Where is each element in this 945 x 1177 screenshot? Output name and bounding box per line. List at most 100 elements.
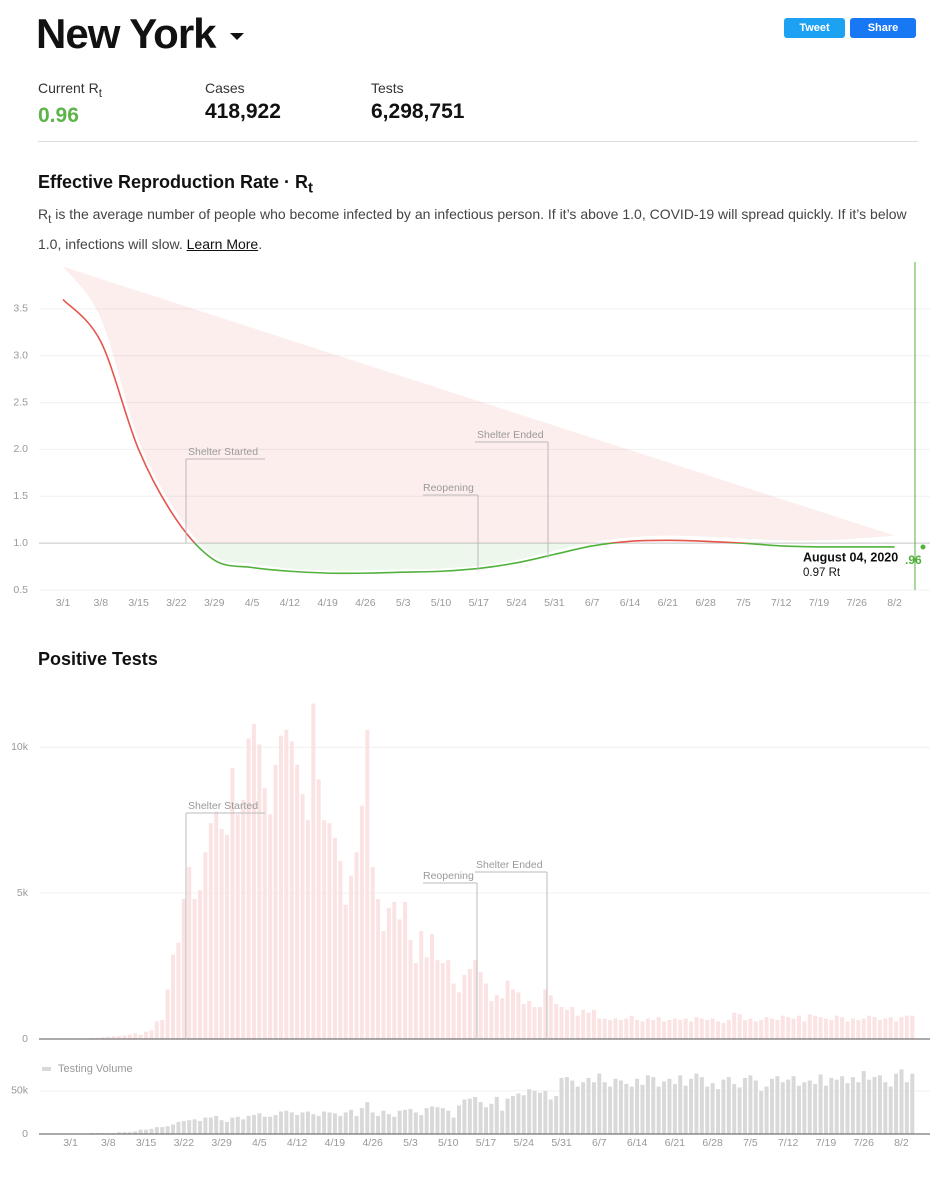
bar: [392, 901, 397, 1039]
bar: [127, 1034, 132, 1039]
bar: [251, 1115, 256, 1134]
bar: [305, 820, 310, 1039]
x-tick-label: 5/10: [438, 1137, 459, 1149]
bar: [219, 829, 224, 1039]
confidence-band: [63, 266, 895, 571]
bar: [343, 904, 348, 1039]
bar: [732, 1012, 737, 1039]
bar: [559, 1006, 564, 1039]
bar: [462, 974, 467, 1039]
bar: [678, 1075, 683, 1134]
bar: [705, 1020, 710, 1039]
bar: [834, 1015, 839, 1039]
bar: [327, 823, 332, 1039]
x-tick-label: 6/21: [665, 1137, 686, 1149]
bar: [786, 1017, 791, 1039]
bar: [435, 960, 440, 1039]
bar: [575, 1086, 580, 1134]
bar: [662, 1081, 667, 1134]
y-tick-label: 0: [22, 1033, 28, 1045]
bar: [861, 1018, 866, 1039]
bar: [149, 1030, 154, 1039]
bar: [904, 1082, 909, 1134]
bar: [802, 1082, 807, 1134]
bar: [451, 1117, 456, 1134]
bar: [413, 1112, 418, 1134]
bar: [424, 957, 429, 1039]
bar: [219, 1120, 224, 1134]
bar: [397, 919, 402, 1039]
bar: [203, 1117, 208, 1134]
bar: [457, 992, 462, 1039]
bar: [246, 1115, 251, 1134]
bar: [198, 1121, 203, 1134]
bar: [527, 1001, 532, 1039]
learn-more-link[interactable]: Learn More: [186, 235, 259, 252]
hover-dot: [920, 544, 926, 550]
x-tick-label: 5/24: [514, 1137, 535, 1149]
bar: [910, 1015, 915, 1039]
bar: [192, 1119, 197, 1134]
bar: [883, 1018, 888, 1039]
button-label: Tweet: [799, 22, 830, 34]
bar: [262, 788, 267, 1039]
bar: [883, 1082, 888, 1134]
x-tick-label: 3/22: [166, 597, 187, 609]
bar: [505, 980, 510, 1039]
bar: [359, 1108, 364, 1134]
bar: [316, 1115, 321, 1134]
bar: [289, 741, 294, 1039]
bar: [624, 1018, 629, 1039]
bar: [802, 1021, 807, 1039]
bar: [295, 1115, 300, 1134]
bar: [683, 1085, 688, 1134]
bar: [845, 1021, 850, 1039]
bar: [257, 744, 262, 1039]
bar: [510, 1096, 515, 1134]
x-tick-label: 6/14: [620, 597, 641, 609]
bar: [408, 939, 413, 1039]
x-tick-label: 3/8: [93, 597, 108, 609]
bar: [872, 1077, 877, 1134]
x-tick-label: 5/17: [469, 597, 490, 609]
bar: [440, 963, 445, 1039]
bar: [478, 1102, 483, 1134]
bar: [618, 1080, 623, 1134]
bar: [710, 1083, 715, 1134]
bar: [554, 1004, 559, 1039]
tweet-button[interactable]: Tweet: [784, 18, 845, 38]
location-dropdown[interactable]: [228, 30, 248, 44]
bar: [521, 1004, 526, 1039]
bar: [726, 1020, 731, 1039]
bar: [683, 1018, 688, 1039]
bar: [419, 1115, 424, 1134]
bar: [591, 1009, 596, 1039]
bar: [95, 1037, 100, 1039]
bar: [230, 767, 235, 1039]
share-button[interactable]: Share: [850, 18, 916, 38]
bar: [570, 1006, 575, 1039]
annotation-label: Shelter Started: [188, 446, 258, 458]
bar: [737, 1014, 742, 1039]
bar: [424, 1108, 429, 1134]
stat: Current Rt 0.96: [38, 80, 102, 128]
bar: [705, 1086, 710, 1134]
bar: [241, 1119, 246, 1134]
bar: [753, 1080, 758, 1134]
bar: [381, 931, 386, 1039]
bar: [861, 1071, 866, 1134]
bar: [122, 1132, 127, 1134]
x-tick-label: 5/3: [396, 597, 411, 609]
bar: [764, 1086, 769, 1134]
bar: [581, 1009, 586, 1039]
bar: [775, 1020, 780, 1039]
bar: [160, 1127, 165, 1134]
legend-swatch: [42, 1067, 51, 1071]
bar: [796, 1015, 801, 1039]
bar: [278, 735, 283, 1039]
bar: [111, 1036, 116, 1039]
annotation-label: Reopening: [423, 870, 474, 882]
x-tick-label: 7/12: [771, 597, 792, 609]
bar: [850, 1077, 855, 1134]
button-label: Share: [867, 22, 899, 34]
